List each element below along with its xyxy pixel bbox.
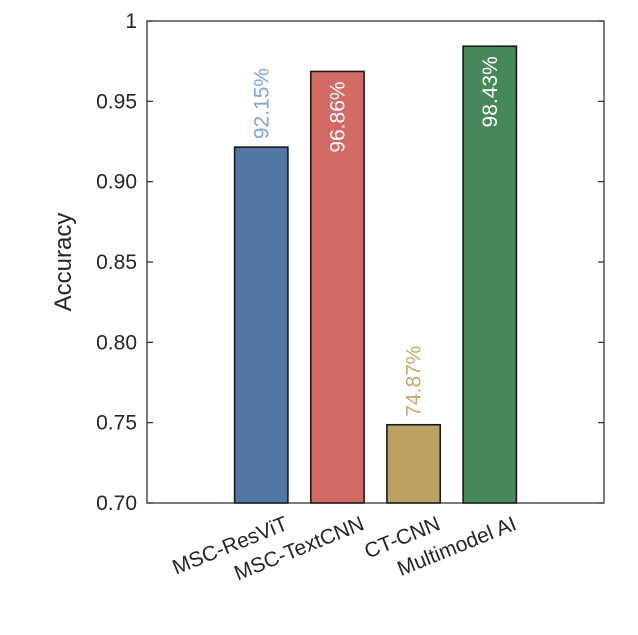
data-label: 96.86%: [326, 81, 349, 152]
y-tick-label: 0.70: [96, 492, 137, 515]
data-label: 98.43%: [479, 56, 502, 127]
y-ticks: 0.70 0.75 0.80 0.85 0.90 0.95 1: [96, 10, 604, 515]
bar-msc-textcnn: [309, 70, 365, 504]
bar-multimodel-ai: [462, 45, 518, 504]
bar-msc-resvit: [233, 146, 289, 504]
y-tick-label: 0.75: [96, 412, 137, 435]
y-axis-title: Accuracy: [50, 213, 77, 312]
y-tick-label: 0.90: [96, 171, 137, 194]
plot-area: [147, 21, 604, 503]
bars-layer: [233, 45, 518, 504]
y-tick-label: 0.85: [96, 251, 137, 274]
y-tick-label: 1: [125, 10, 137, 33]
y-tick-label: 0.80: [96, 331, 137, 354]
bar-ct-cnn: [386, 423, 442, 504]
y-tick-label: 0.95: [96, 90, 137, 113]
data-label: 92.15%: [250, 68, 273, 139]
plot-frame: [146, 20, 605, 504]
data-label: 74.87%: [403, 346, 426, 417]
data-labels: 92.15% 96.86% 74.87% 98.43%: [250, 56, 502, 417]
